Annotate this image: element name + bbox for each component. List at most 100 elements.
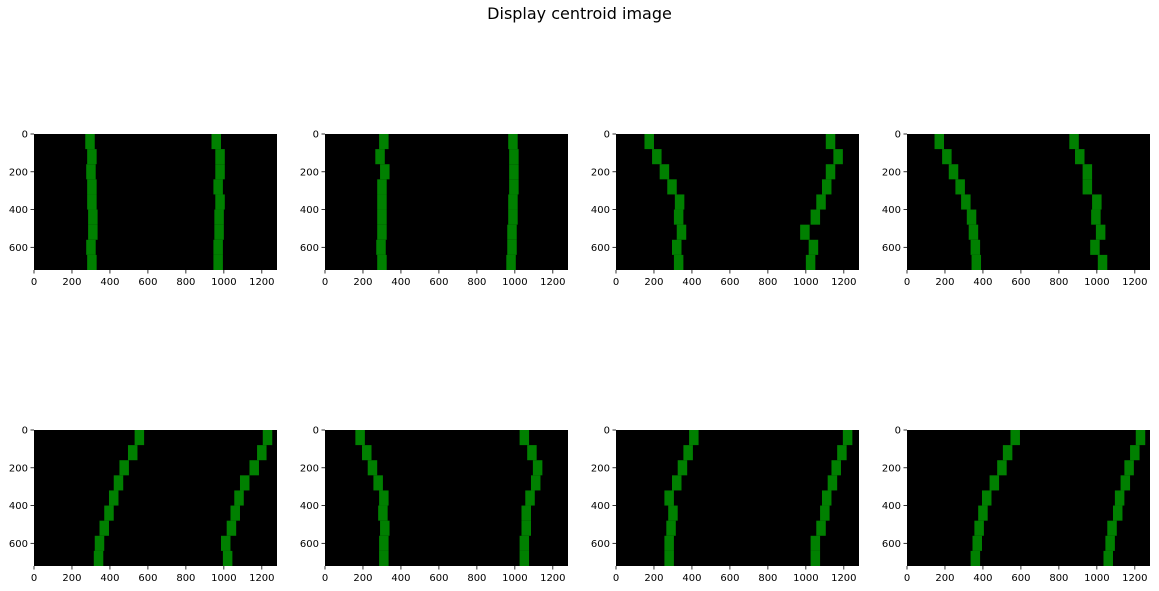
x-tick-label: 800 [176, 573, 195, 584]
left-centroid-window [677, 460, 688, 476]
left-centroid-window [672, 475, 682, 491]
right-centroid-window [519, 550, 530, 566]
right-centroid-window [214, 209, 224, 225]
x-tick-label: 600 [138, 277, 157, 288]
left-centroid-window [379, 550, 389, 566]
right-centroid-window [215, 164, 225, 180]
left-centroid-window [377, 254, 387, 270]
left-centroid-window [119, 460, 129, 476]
panel-3: 0 200 400 600 800 1000 1200 0 200 400 600 [591, 130, 859, 288]
x-tick-label: 400 [100, 277, 119, 288]
left-centroid-window [970, 550, 981, 566]
y-tick-label: 400 [882, 501, 901, 512]
x-tick-label: 400 [100, 573, 119, 584]
left-centroid-window [667, 179, 677, 195]
x-tick-label: 800 [1049, 573, 1068, 584]
y-tick-label: 600 [882, 539, 901, 550]
x-tick-label: 200 [353, 573, 372, 584]
right-centroid-window [1112, 505, 1123, 521]
right-centroid-window [234, 490, 244, 506]
left-centroid-window [93, 550, 104, 566]
x-tick-label: 800 [467, 277, 486, 288]
x-tick-label: 1000 [1084, 277, 1109, 288]
x-tick-label: 600 [429, 277, 448, 288]
left-centroid-window [376, 239, 386, 255]
x-tick-label: 200 [935, 573, 954, 584]
y-tick-label: 0 [895, 426, 901, 437]
right-centroid-window [1082, 164, 1093, 180]
right-centroid-window [213, 179, 223, 195]
y-tick-label: 200 [591, 167, 610, 178]
left-centroid-window [355, 430, 365, 446]
right-centroid-window [808, 239, 819, 255]
right-centroid-window [532, 460, 543, 476]
left-centroid-window [378, 505, 388, 521]
right-centroid-window [1114, 490, 1125, 506]
x-tick-label: 600 [138, 573, 157, 584]
y-tick-label: 200 [591, 463, 610, 474]
right-centroid-window [820, 505, 830, 521]
left-centroid-window [379, 490, 389, 506]
x-tick-label: 400 [973, 573, 992, 584]
left-centroid-window [673, 209, 684, 225]
left-centroid-window [974, 520, 984, 536]
y-tick-label: 600 [300, 243, 319, 254]
x-tick-label: 1000 [211, 277, 236, 288]
left-centroid-window [997, 460, 1007, 476]
left-centroid-window [86, 239, 96, 255]
left-centroid-window [99, 520, 109, 536]
left-centroid-window [668, 505, 678, 521]
y-tick-label: 600 [9, 539, 28, 550]
left-centroid-window [104, 505, 114, 521]
right-centroid-window [1075, 149, 1085, 165]
y-tick-label: 0 [604, 130, 610, 141]
left-centroid-window [676, 224, 687, 240]
right-centroid-window [1095, 224, 1106, 240]
right-centroid-window [1103, 550, 1113, 566]
left-centroid-window [942, 149, 952, 165]
right-centroid-window [1069, 134, 1079, 150]
panel-7: 0 200 400 600 800 1000 1200 0 200 400 600 [591, 426, 859, 584]
right-centroid-window [1082, 179, 1093, 195]
figure-title: Display centroid image [487, 4, 672, 23]
right-centroid-window [230, 505, 240, 521]
right-centroid-window [262, 430, 273, 446]
left-centroid-window [88, 224, 98, 240]
right-centroid-window [506, 254, 516, 270]
left-centroid-window [134, 430, 145, 446]
right-centroid-window [525, 490, 535, 506]
left-centroid-window [961, 194, 971, 210]
right-centroid-window [1135, 430, 1146, 446]
right-centroid-window [508, 209, 518, 225]
right-centroid-window [507, 239, 517, 255]
left-centroid-window [664, 550, 674, 566]
left-centroid-window [664, 535, 674, 551]
right-centroid-window [519, 535, 530, 551]
y-tick-label: 400 [882, 205, 901, 216]
y-tick-label: 600 [882, 243, 901, 254]
left-centroid-window [968, 224, 979, 240]
right-centroid-window [239, 475, 250, 491]
left-centroid-window [1002, 445, 1013, 461]
panel-5: 0 200 400 600 800 1000 1200 0 200 400 600 [9, 426, 277, 584]
x-tick-label: 1200 [831, 277, 856, 288]
y-tick-label: 200 [9, 167, 28, 178]
right-centroid-window [220, 535, 231, 551]
right-centroid-window [821, 179, 832, 195]
left-centroid-window [375, 149, 385, 165]
right-centroid-window [805, 254, 816, 270]
x-tick-label: 0 [322, 573, 328, 584]
y-tick-label: 600 [591, 243, 610, 254]
right-centroid-window [521, 505, 531, 521]
left-centroid-window [674, 194, 685, 210]
right-centroid-window [1105, 535, 1115, 551]
x-tick-label: 400 [391, 277, 410, 288]
right-centroid-window [1092, 194, 1102, 210]
right-centroid-window [833, 149, 843, 165]
y-tick-label: 400 [9, 205, 28, 216]
right-centroid-window [226, 520, 237, 536]
left-centroid-window [659, 164, 670, 180]
left-centroid-window [981, 490, 992, 506]
x-tick-label: 400 [682, 277, 701, 288]
